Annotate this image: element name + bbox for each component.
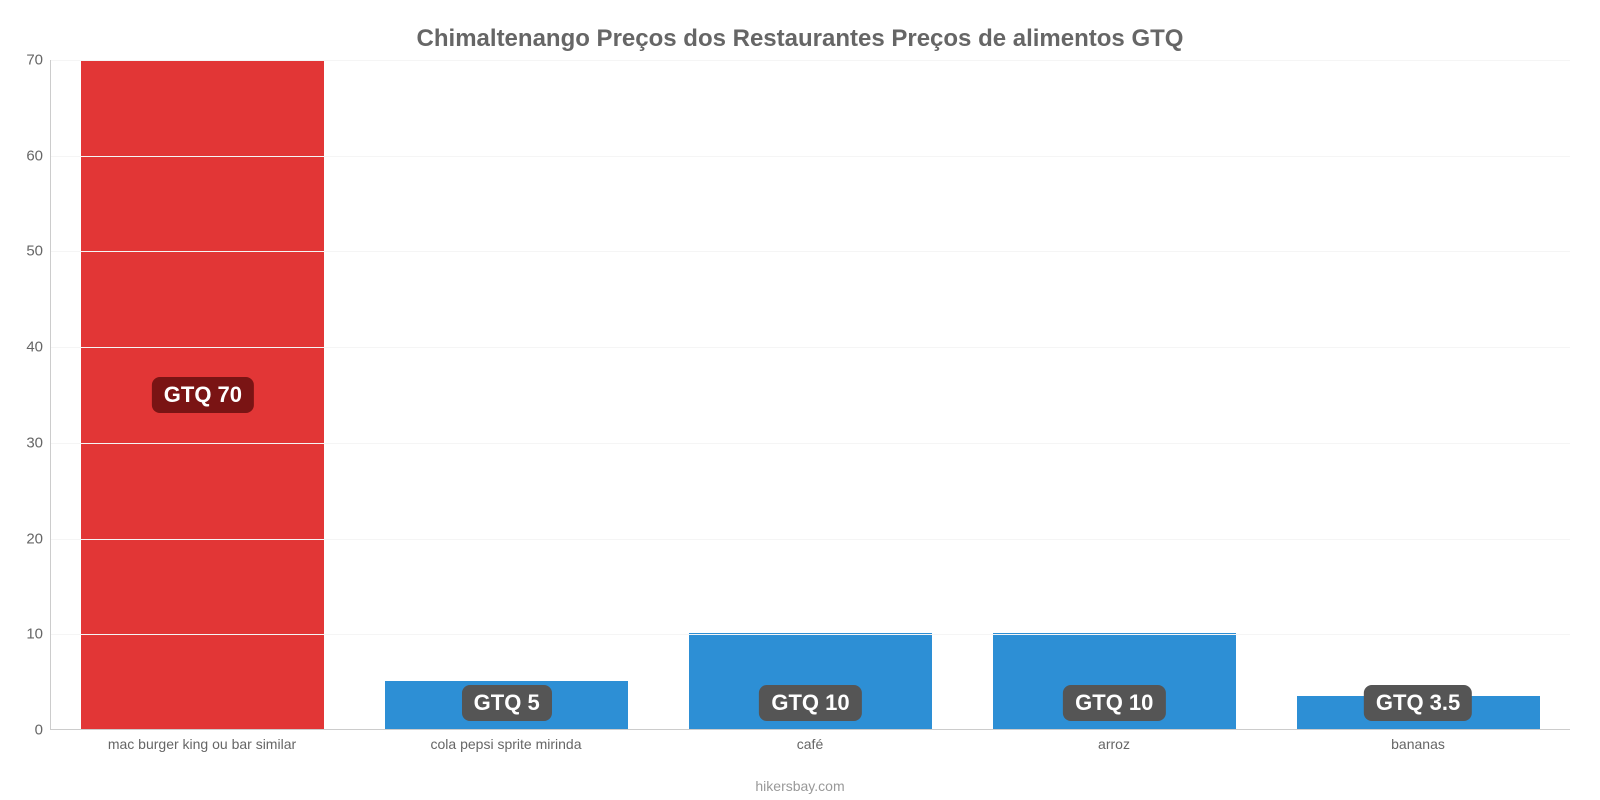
gridline	[51, 634, 1570, 635]
ytick-label: 10	[26, 626, 43, 643]
ytick-label: 40	[26, 339, 43, 356]
gridline	[51, 156, 1570, 157]
value-badge: GTQ 5	[462, 685, 552, 721]
ytick-label: 0	[35, 722, 43, 739]
bar-slot: GTQ 3.5	[1266, 60, 1570, 729]
bar-slot: GTQ 70	[51, 60, 355, 729]
bar-slot: GTQ 10	[659, 60, 963, 729]
ytick-label: 20	[26, 530, 43, 547]
plot-area: GTQ 70GTQ 5GTQ 10GTQ 10GTQ 3.5 010203040…	[50, 60, 1570, 730]
ytick-label: 30	[26, 434, 43, 451]
ytick-label: 70	[26, 52, 43, 69]
bar-slot: GTQ 5	[355, 60, 659, 729]
value-badge: GTQ 3.5	[1364, 685, 1472, 721]
gridline	[51, 347, 1570, 348]
x-axis-label: café	[658, 732, 962, 752]
bar: GTQ 10	[689, 633, 932, 729]
gridline	[51, 60, 1570, 61]
gridline	[51, 251, 1570, 252]
value-badge: GTQ 70	[152, 377, 254, 413]
footer-attribution: hikersbay.com	[0, 778, 1600, 794]
x-axis-label: cola pepsi sprite mirinda	[354, 732, 658, 752]
bar: GTQ 5	[385, 681, 628, 729]
bar: GTQ 3.5	[1297, 696, 1540, 729]
bar-group: GTQ 70 GTQ 5 GTQ 10 GTQ 10 GTQ 3.5	[51, 60, 1570, 729]
x-axis-labels: mac burger king ou bar similarcola pepsi…	[50, 732, 1570, 752]
x-axis-label: bananas	[1266, 732, 1570, 752]
gridline	[51, 539, 1570, 540]
ytick-label: 50	[26, 243, 43, 260]
gridline	[51, 443, 1570, 444]
ytick-label: 60	[26, 147, 43, 164]
bar-slot: GTQ 10	[962, 60, 1266, 729]
x-axis-label: mac burger king ou bar similar	[50, 732, 354, 752]
x-axis-label: arroz	[962, 732, 1266, 752]
chart-title: Chimaltenango Preços dos Restaurantes Pr…	[10, 25, 1590, 53]
value-badge: GTQ 10	[759, 685, 861, 721]
bar: GTQ 70	[81, 60, 324, 729]
chart-container: Chimaltenango Preços dos Restaurantes Pr…	[0, 0, 1600, 800]
bar: GTQ 10	[993, 633, 1236, 729]
value-badge: GTQ 10	[1063, 685, 1165, 721]
